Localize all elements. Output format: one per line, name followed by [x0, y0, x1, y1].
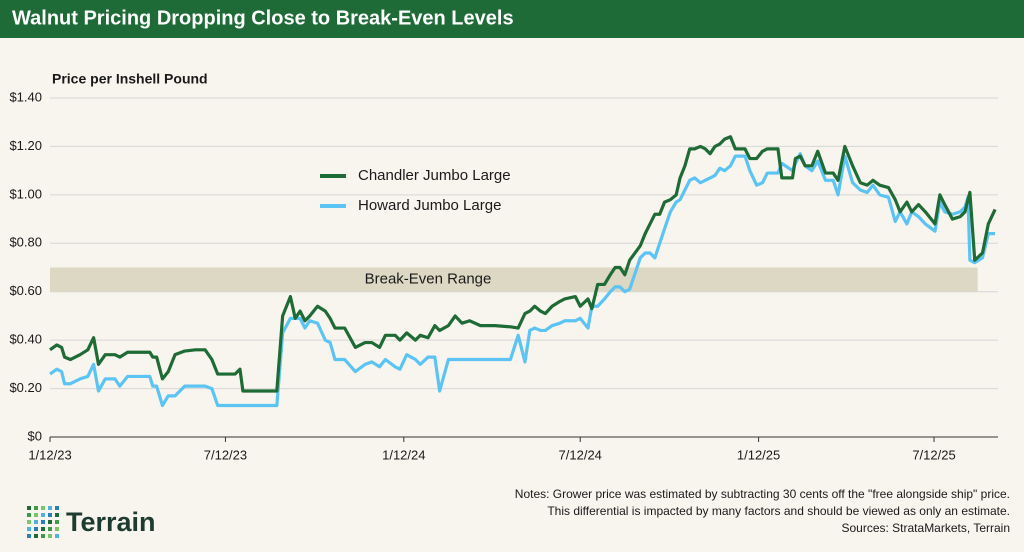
logo-dot [41, 513, 45, 517]
y-tick-label: $0.80 [9, 235, 42, 250]
x-tick-label: 1/12/25 [737, 447, 780, 462]
logo-dot [34, 506, 38, 510]
legend: Chandler Jumbo Large Howard Jumbo Large [320, 167, 511, 214]
series-line [49, 152, 996, 408]
chart-title: Walnut Pricing Dropping Close to Break-E… [12, 7, 514, 29]
logo-dot [34, 520, 38, 524]
x-tick-label: 7/12/24 [559, 447, 602, 462]
logo-dot [41, 527, 45, 531]
break-even-band [50, 267, 978, 292]
x-tick-label: 7/12/23 [204, 447, 247, 462]
y-tick-label: $1.00 [9, 186, 42, 201]
y-axis-label: Price per Inshell Pound [52, 71, 208, 87]
logo-dot [48, 513, 52, 517]
logo-dot [27, 520, 31, 524]
x-tick-label: 1/12/23 [28, 447, 71, 462]
x-tick-label: 7/12/25 [912, 447, 955, 462]
y-tick-label: $1.40 [9, 89, 42, 104]
y-tick-label: $0 [28, 428, 42, 443]
logo-dot [34, 513, 38, 517]
y-tick-label: $0.60 [9, 283, 42, 298]
logo-dot [48, 520, 52, 524]
logo-dot [55, 506, 59, 510]
line-layer [49, 135, 997, 408]
series-line [49, 135, 997, 393]
logo-dot [41, 506, 45, 510]
logo-dot [34, 527, 38, 531]
legend-label: Chandler Jumbo Large [358, 167, 511, 184]
logo-dot [55, 520, 59, 524]
logo-dot [55, 513, 59, 517]
y-tick-label: $0.40 [9, 332, 42, 347]
logo-dot [41, 520, 45, 524]
note: Notes: Grower price was estimated by sub… [515, 487, 1010, 501]
band-label: Break-Even Range [365, 271, 492, 288]
y-tick-label: $0.20 [9, 380, 42, 395]
logo-dot [55, 527, 59, 531]
legend-label: Howard Jumbo Large [358, 197, 501, 214]
logo-dot [27, 513, 31, 517]
x-tick-label: 1/12/24 [382, 447, 425, 462]
logo-dot [55, 534, 59, 538]
title-bar [0, 0, 1024, 38]
logo-dot [34, 534, 38, 538]
logo-dot [41, 534, 45, 538]
logo [27, 506, 59, 538]
note: Sources: StrataMarkets, Terrain [841, 521, 1010, 535]
logo-text: Terrain [66, 507, 156, 537]
logo-dot [48, 534, 52, 538]
band-layer: Break-Even Range [50, 267, 978, 292]
logo-dot [48, 527, 52, 531]
logo-dot [27, 534, 31, 538]
note: This differential is impacted by many fa… [547, 504, 1010, 518]
logo-dot [48, 506, 52, 510]
logo-dot [27, 527, 31, 531]
y-tick-label: $1.20 [9, 138, 42, 153]
logo-dot [27, 506, 31, 510]
